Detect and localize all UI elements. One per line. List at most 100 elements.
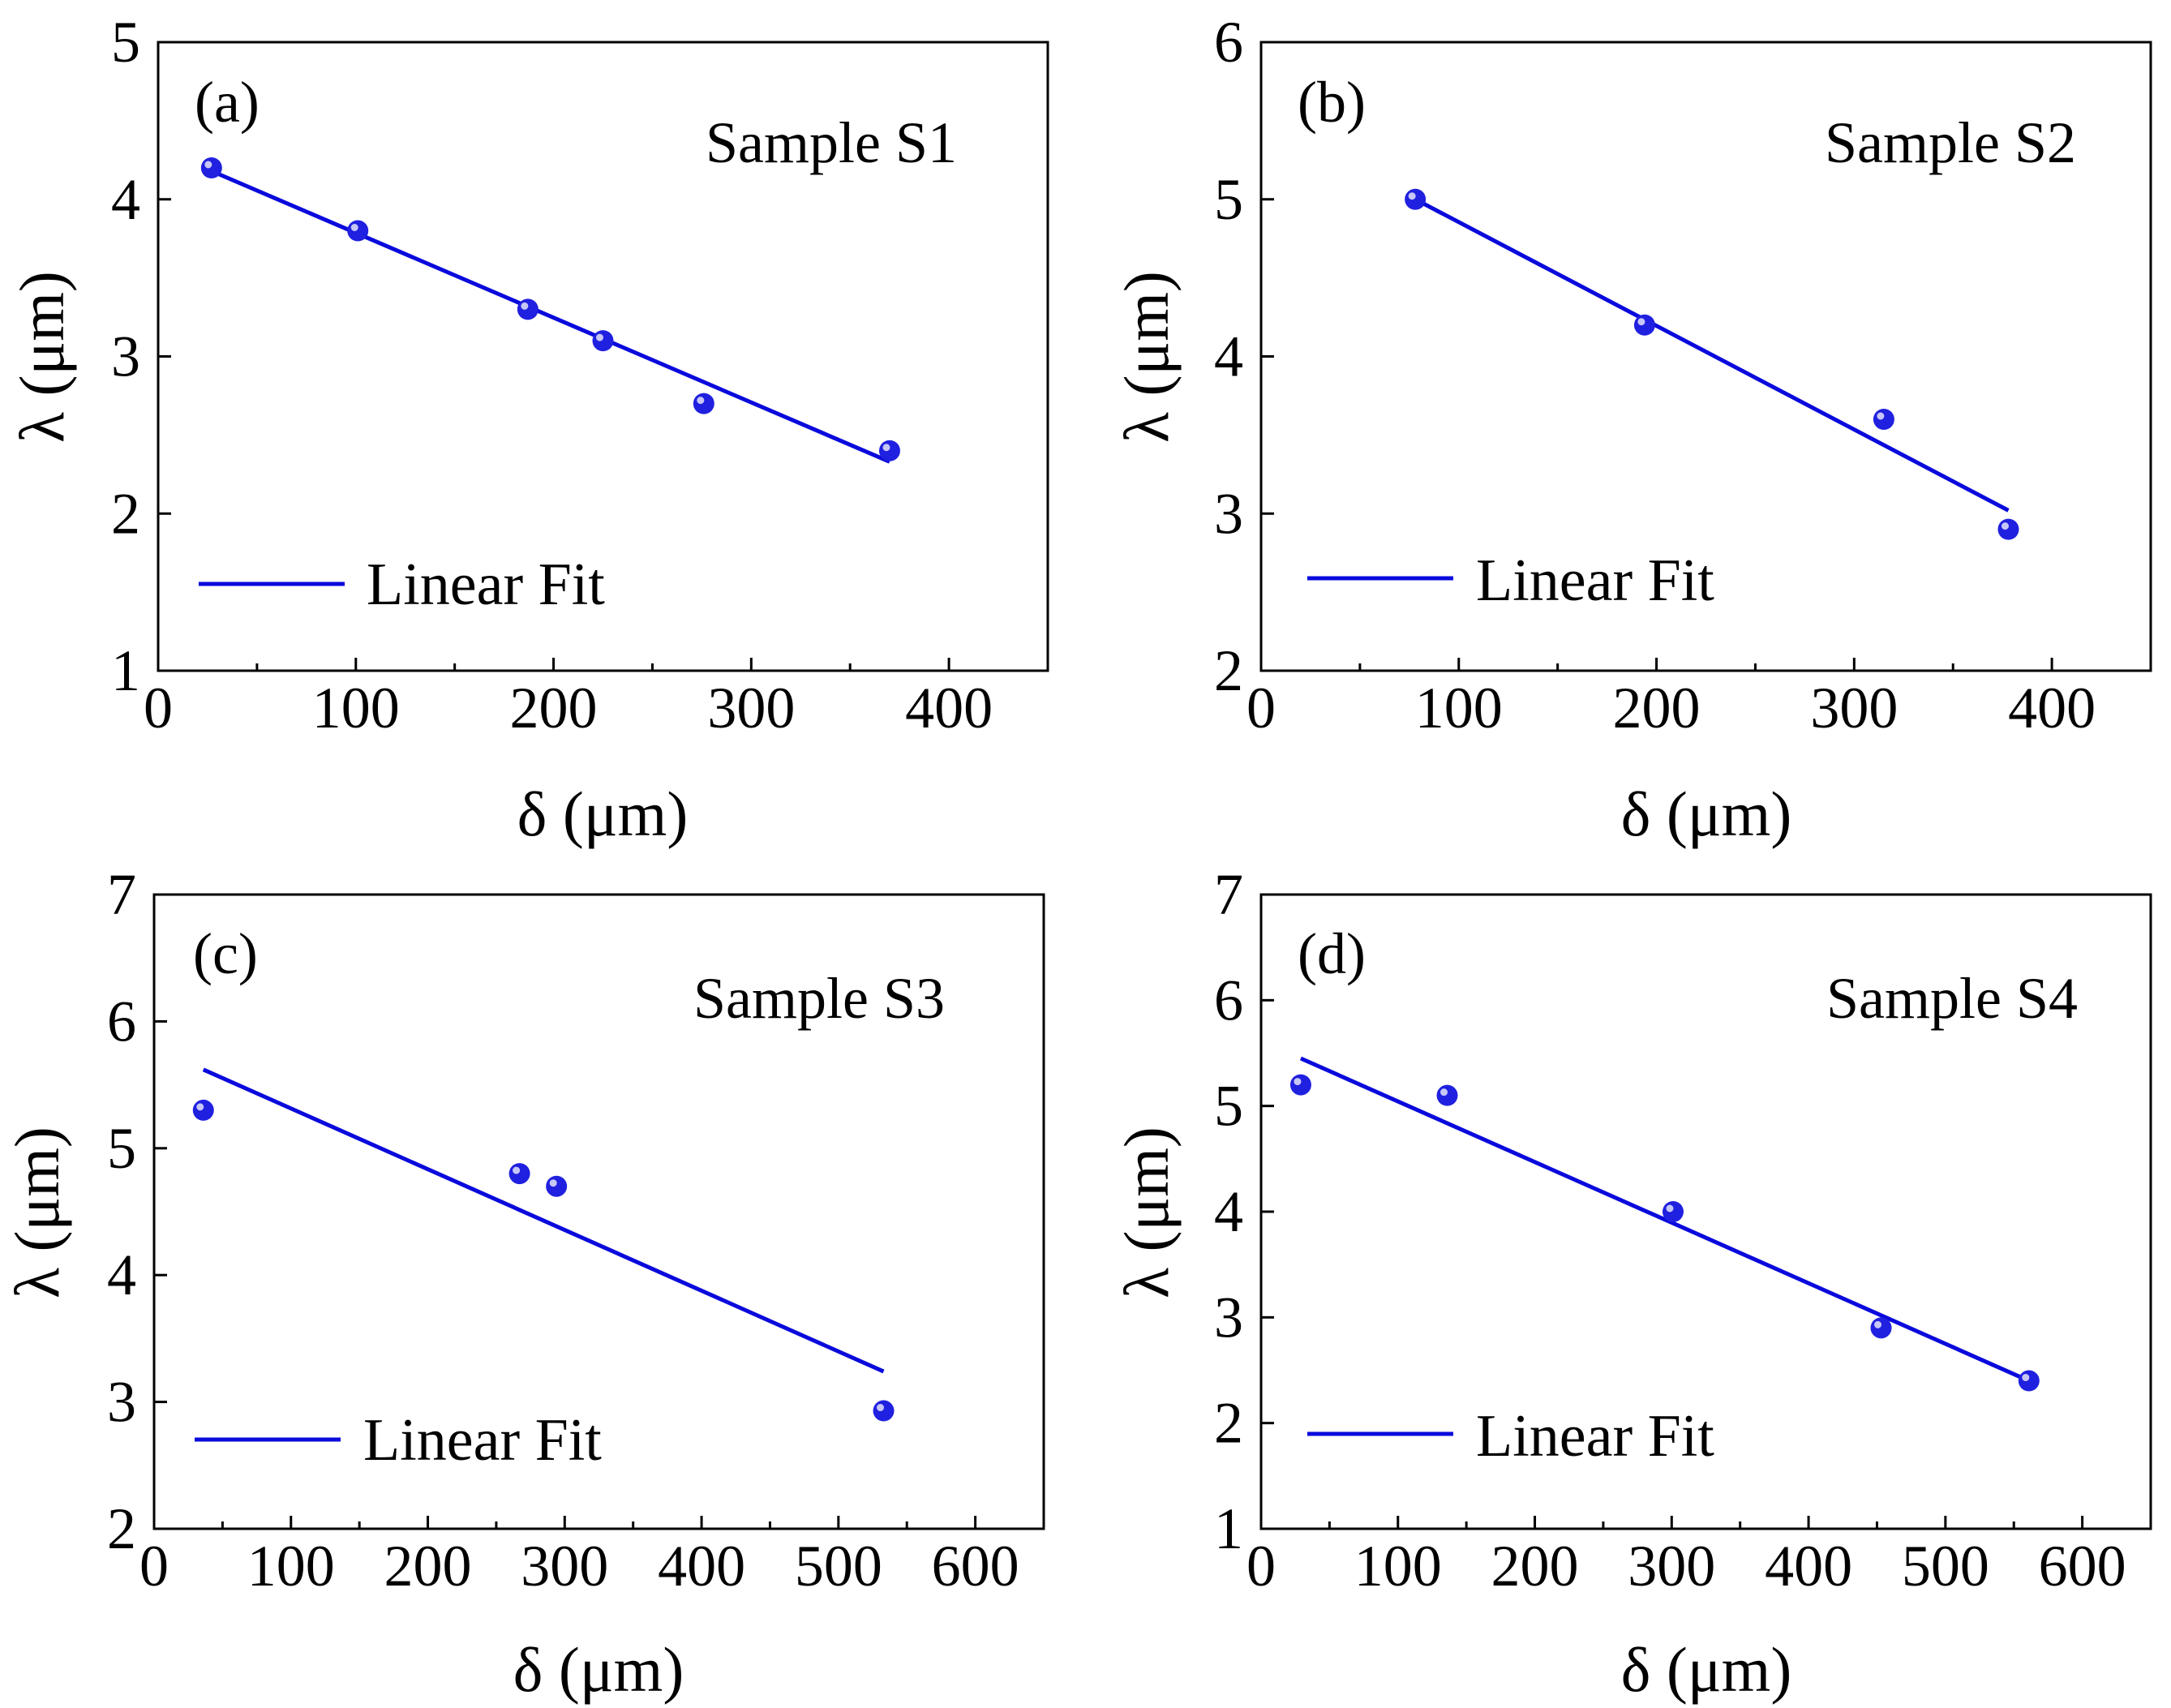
panel-a-title: Sample S1 (706, 110, 957, 175)
panel-d-xtick-label-5: 500 (1902, 1534, 1989, 1599)
panel-c-label: (c) (193, 921, 258, 986)
panel-d-title: Sample S4 (1826, 966, 2078, 1031)
panel-c-xtick-label-2: 200 (384, 1534, 472, 1599)
panel-d-point-highlight-4 (2022, 1374, 2030, 1382)
panel-a-xtick-label-3: 300 (707, 676, 795, 740)
panel-a-ytick-label-0: 1 (111, 638, 140, 703)
panel-c-legend-label: Linear Fit (363, 1407, 602, 1474)
panel-c-point-0 (192, 1099, 214, 1121)
panel-d-point-2 (1662, 1201, 1684, 1222)
panel-c-point-highlight-3 (877, 1404, 885, 1412)
panel-d-xtick-label-1: 100 (1354, 1534, 1442, 1599)
panel-a-point-highlight-0 (204, 161, 212, 169)
panel-c-xlabel: δ (μm) (513, 1634, 684, 1705)
panel-c-ytick-label-0: 2 (107, 1496, 136, 1561)
panel-d-ytick-label-3: 4 (1214, 1179, 1243, 1244)
panel-d-point-highlight-0 (1294, 1078, 1302, 1086)
panel-a-ylabel: λ (μm) (6, 271, 77, 443)
panel-c-ticks: 0 100 200 300 400 500 600 2 3 4 5 6 7 (107, 862, 1019, 1599)
panel-a-point-0 (200, 157, 222, 178)
panel-b-point-2 (1873, 409, 1894, 430)
panel-c-xtick-label-5: 500 (795, 1534, 882, 1599)
panel-c-point-1 (508, 1163, 530, 1185)
panel-a-point-3 (592, 330, 614, 352)
panel-d-fit-line (1299, 1056, 2030, 1383)
panel-b-point-highlight-0 (1408, 192, 1416, 200)
panel-a-xtick-label-2: 200 (510, 676, 598, 740)
panel-d-point-4 (2018, 1370, 2040, 1392)
panel-a-xlabel: δ (μm) (517, 779, 689, 849)
panel-d-point-highlight-3 (1874, 1320, 1882, 1328)
panel-b-fit-line (1414, 197, 2010, 513)
panel-b-ylabel: λ (μm) (1111, 271, 1182, 443)
panel-d-marks (1289, 1056, 2040, 1392)
panel-c-point-highlight-0 (196, 1103, 204, 1111)
panel-a-ytick-label-3: 4 (111, 167, 140, 232)
panel-b-xtick-label-0: 0 (1246, 676, 1276, 740)
panel-a-point-5 (878, 440, 900, 461)
panel-d-point-3 (1870, 1317, 1892, 1339)
panel-b-xtick-label-4: 400 (2008, 676, 2096, 740)
panel-d-point-1 (1436, 1084, 1458, 1106)
panel-d-xtick-label-6: 600 (2039, 1534, 2126, 1599)
panel-a-xtick-label-1: 100 (312, 676, 400, 740)
panel-b-point-3 (1997, 518, 2019, 540)
panel-d-ylabel: λ (μm) (1111, 1127, 1182, 1298)
panel-d-ytick-label-1: 2 (1214, 1391, 1243, 1456)
panel-a-point-2 (517, 298, 538, 320)
panel-a-label: (a) (195, 70, 260, 135)
panel-b-xtick-label-3: 300 (1810, 676, 1898, 740)
panel-d-point-highlight-2 (1666, 1204, 1674, 1212)
panel-a-fit-line (210, 169, 890, 464)
panel-c-ytick-label-5: 7 (107, 862, 136, 927)
panel-d-ytick-label-2: 3 (1214, 1285, 1243, 1350)
panel-a-xtick-label-4: 400 (905, 676, 993, 740)
panel-c-ytick-label-4: 6 (107, 989, 136, 1054)
panel-d-xtick-label-3: 300 (1628, 1534, 1715, 1599)
panel-d-ytick-label-5: 6 (1214, 968, 1243, 1032)
panel-c-xtick-label-1: 100 (247, 1534, 335, 1599)
panel-b-label: (b) (1298, 70, 1366, 135)
panel-a-point-highlight-5 (882, 444, 890, 452)
panel-d-point-0 (1289, 1074, 1311, 1096)
panel-b-legend-label: Linear Fit (1476, 547, 1714, 614)
panel-a-point-highlight-4 (697, 397, 705, 405)
panel-c-ytick-label-3: 5 (107, 1116, 136, 1181)
panel-d-ytick-label-4: 5 (1214, 1074, 1243, 1139)
panel-a-point-highlight-3 (596, 333, 603, 341)
panel-d-ytick-label-6: 7 (1214, 862, 1243, 927)
panel-c-ytick-label-1: 3 (107, 1370, 136, 1435)
panel-c-point-highlight-2 (549, 1179, 557, 1187)
panel-b-ytick-label-2: 4 (1214, 324, 1243, 389)
panel-b-xlabel: δ (μm) (1621, 779, 1792, 849)
panel-b-point-0 (1405, 188, 1427, 210)
panel-c-ytick-label-2: 4 (107, 1242, 136, 1307)
panel-d-point-highlight-1 (1440, 1088, 1448, 1096)
panel-b-title: Sample S2 (1825, 110, 2076, 175)
panel-c-xtick-label-0: 0 (139, 1534, 169, 1599)
panel-b-point-1 (1633, 314, 1655, 336)
panel-b-point-highlight-2 (1877, 412, 1885, 420)
panel-c-point-3 (873, 1400, 895, 1422)
panel-a-ytick-label-2: 3 (111, 324, 140, 389)
panel-b-point-highlight-3 (2001, 522, 2009, 530)
panel-a: 0 100 200 300 400 1 2 3 4 5 (a) Sample S1 Linear … (6, 10, 1049, 849)
panel-a-xtick-label-0: 0 (144, 676, 173, 740)
panel-c-xtick-label-4: 400 (658, 1534, 745, 1599)
panel-a-ticks: 0 100 200 300 400 1 2 3 4 5 (111, 10, 993, 740)
panel-d-xtick-label-4: 400 (1765, 1534, 1852, 1599)
panel-d-xtick-label-0: 0 (1246, 1534, 1276, 1599)
panel-b-xtick-label-2: 200 (1613, 676, 1701, 740)
panel-a-point-highlight-1 (350, 224, 358, 231)
panel-a-marks (200, 157, 900, 464)
panel-d-ytick-label-0: 1 (1214, 1496, 1243, 1561)
panel-d-ticks: 0 100 200 300 400 500 600 1 2 3 4 5 6 7 (1214, 862, 2126, 1599)
panel-c-point-2 (546, 1175, 568, 1197)
panel-d: 0 100 200 300 400 500 600 1 2 3 4 5 6 7 (d) Sample S4… (1111, 862, 2152, 1705)
panel-b-ytick-label-3: 5 (1214, 167, 1243, 232)
panel-b: 0 100 200 300 400 2 3 4 5 6 (b) Sample S2 Linear … (1111, 10, 2152, 849)
panel-d-xtick-label-2: 200 (1491, 1534, 1579, 1599)
panel-c-fit-line (202, 1067, 885, 1374)
panel-d-label: (d) (1298, 921, 1366, 986)
